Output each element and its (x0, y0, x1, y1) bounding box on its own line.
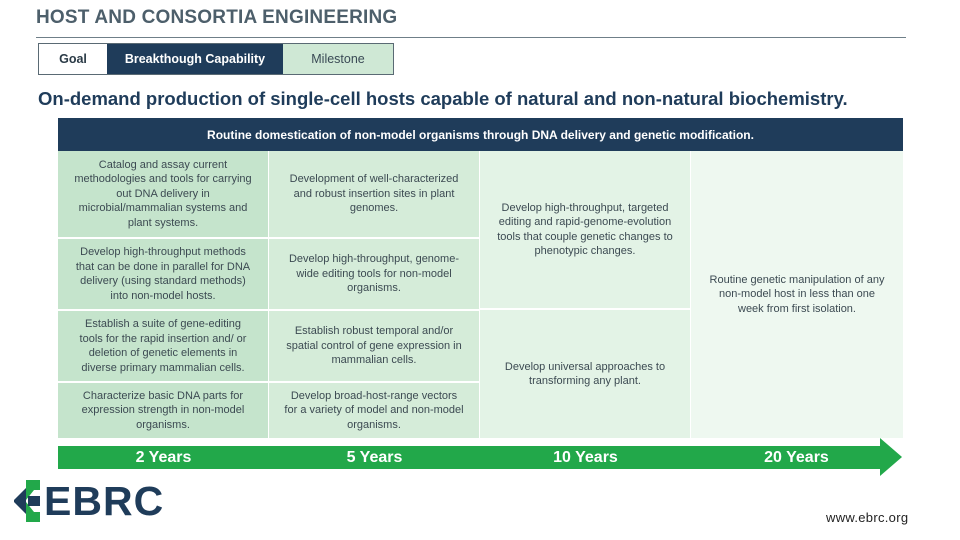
milestone-5yr-4: Develop broad-host-range vectors for a v… (269, 383, 479, 438)
timeline-label-10yr: 10 Years (553, 448, 618, 466)
ebrc-logo-icon (14, 480, 40, 522)
milestone-20yr-1: Routine genetic manipulation of any non-… (691, 151, 903, 438)
timeline-bar (58, 446, 880, 469)
milestone-2yr-1: Catalog and assay current methodologies … (58, 151, 268, 237)
footer-url[interactable]: www.ebrc.org (826, 510, 909, 525)
milestone-2yr-2: Develop high-throughput methods that can… (58, 239, 268, 309)
timeline-arrowhead (880, 438, 902, 476)
timeline-arrow: 2 Years 5 Years 10 Years 20 Years (58, 438, 903, 476)
timeline-label-20yr: 20 Years (764, 448, 829, 466)
milestone-2yr-4: Characterize basic DNA parts for express… (58, 383, 268, 438)
roadmap-grid: Routine domestication of non-model organ… (58, 118, 903, 438)
legend-tabs: Goal Breakthough Capability Milestone (38, 43, 394, 75)
tab-goal: Goal (39, 44, 107, 74)
title-divider (36, 37, 906, 38)
milestone-2yr-3: Establish a suite of gene-editing tools … (58, 311, 268, 381)
milestone-5yr-1: Development of well-characterized and ro… (269, 151, 479, 237)
milestone-10yr-1: Develop high-throughput, targeted editin… (480, 151, 690, 308)
goal-statement: On-demand production of single-cell host… (38, 88, 848, 109)
tab-milestone: Milestone (283, 44, 393, 74)
ebrc-logo-text: EBRC (44, 478, 165, 524)
milestone-5yr-3: Establish robust temporal and/or spatial… (269, 311, 479, 381)
timeline-label-5yr: 5 Years (346, 448, 403, 466)
capability-header: Routine domestication of non-model organ… (58, 118, 903, 151)
timeline-label-2yr: 2 Years (135, 448, 192, 466)
milestone-10yr-2: Develop universal approaches to transfor… (480, 310, 690, 438)
tab-breakthrough-capability: Breakthough Capability (107, 44, 283, 74)
milestone-5yr-2: Develop high-throughput, genome-wide edi… (269, 239, 479, 309)
page-title: HOST AND CONSORTIA ENGINEERING (36, 7, 398, 28)
